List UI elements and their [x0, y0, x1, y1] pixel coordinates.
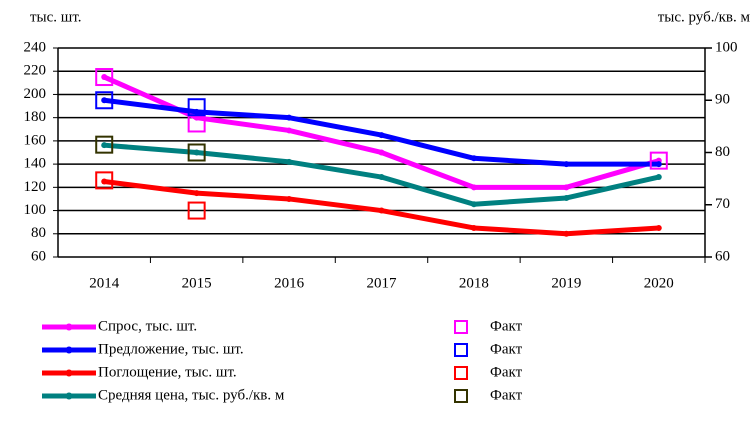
point — [286, 127, 293, 134]
point — [563, 161, 570, 168]
fact-marker — [95, 91, 114, 110]
fact-marker — [649, 151, 668, 170]
point — [470, 184, 477, 191]
fact-marker — [95, 171, 114, 190]
x-tick-label: 2018 — [459, 275, 489, 291]
point — [378, 132, 385, 139]
legend-label: Факт — [490, 318, 523, 334]
point — [563, 184, 570, 191]
fact-marker — [187, 143, 206, 162]
x-tick-label: 2020 — [644, 275, 674, 291]
point — [378, 207, 385, 214]
fact-marker — [95, 68, 114, 87]
point — [655, 224, 662, 231]
legend-label: Факт — [490, 341, 523, 357]
legend-swatch-marker — [65, 392, 73, 400]
legend-label: Факт — [490, 364, 523, 380]
point — [378, 149, 385, 156]
legend-label: Факт — [490, 387, 523, 403]
y-tick-label: 80 — [31, 225, 46, 241]
point — [655, 174, 662, 181]
y2-tick-label: 70 — [715, 196, 730, 212]
fact-marker — [187, 201, 206, 220]
x-tick-label: 2014 — [89, 275, 120, 291]
fact-marker — [95, 135, 114, 154]
legend-swatch-marker — [65, 323, 73, 331]
y-tick-label: 200 — [24, 86, 47, 102]
legend-swatch — [454, 389, 468, 403]
point — [286, 158, 293, 165]
y2-tick-label: 100 — [715, 39, 738, 55]
point — [563, 194, 570, 201]
point — [193, 190, 200, 197]
point — [655, 161, 662, 168]
point — [286, 195, 293, 202]
legend-swatch-marker — [65, 346, 73, 354]
point — [286, 114, 293, 121]
fact-marker — [187, 98, 206, 117]
x-tick-label: 2017 — [367, 275, 398, 291]
y-tick-label: 240 — [24, 39, 47, 55]
legend-label: Поглощение, тыс. шт. — [98, 364, 237, 380]
legend-label: Средняя цена, тыс. руб./кв. м — [98, 387, 285, 403]
point — [470, 224, 477, 231]
point — [101, 97, 108, 104]
y-tick-label: 60 — [31, 248, 46, 264]
point — [101, 142, 108, 149]
point — [101, 178, 108, 185]
y-tick-label: 180 — [24, 109, 47, 125]
point — [470, 201, 477, 208]
legend-swatch-marker — [65, 369, 73, 377]
x-tick-label: 2016 — [274, 275, 305, 291]
y2-axis-label: тыс. руб./кв. м — [658, 9, 751, 25]
legend-swatch — [454, 343, 468, 357]
legend-swatch — [454, 366, 468, 380]
legend-label: Спрос, тыс. шт. — [98, 318, 197, 334]
point — [101, 74, 108, 81]
legend-swatch — [454, 320, 468, 334]
y-tick-label: 160 — [24, 132, 47, 148]
y-tick-label: 140 — [24, 156, 47, 172]
legend-label: Предложение, тыс. шт. — [98, 341, 244, 357]
y2-tick-label: 90 — [715, 92, 730, 108]
point — [193, 108, 200, 115]
point — [563, 230, 570, 237]
y-axis-label: тыс. шт. — [30, 9, 82, 25]
y2-tick-label: 80 — [715, 144, 730, 160]
point — [378, 174, 385, 181]
y-tick-label: 220 — [24, 63, 47, 79]
y2-tick-label: 60 — [715, 248, 730, 264]
y-tick-label: 100 — [24, 202, 47, 218]
point — [193, 149, 200, 156]
x-tick-label: 2019 — [551, 275, 581, 291]
y-tick-label: 120 — [24, 179, 47, 195]
x-tick-label: 2015 — [182, 275, 212, 291]
point — [470, 155, 477, 162]
